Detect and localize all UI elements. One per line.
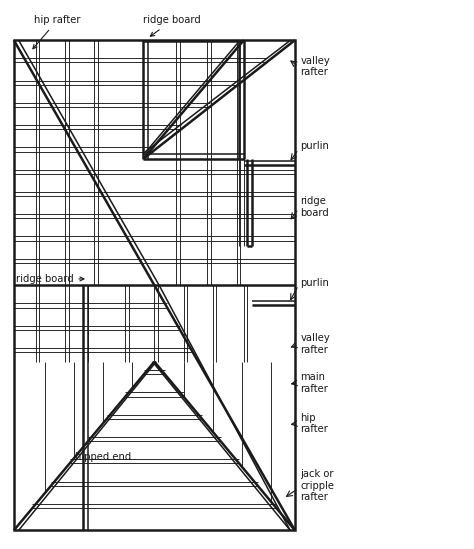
Text: ridge board: ridge board [144,15,201,36]
Text: purlin: purlin [301,278,329,288]
Text: hip rafter: hip rafter [33,15,81,49]
Bar [14,40,295,530]
Text: valley
rafter: valley rafter [301,56,330,77]
Text: valley
rafter: valley rafter [301,333,330,355]
Text: ridge board: ridge board [16,274,84,284]
Text: hip
rafter: hip rafter [301,412,328,434]
Text: ridge
board: ridge board [301,197,329,218]
Text: jack or
cripple
rafter: jack or cripple rafter [301,469,334,502]
Text: hipped end: hipped end [75,451,131,462]
Text: purlin: purlin [301,141,329,150]
Text: main
rafter: main rafter [301,372,328,394]
